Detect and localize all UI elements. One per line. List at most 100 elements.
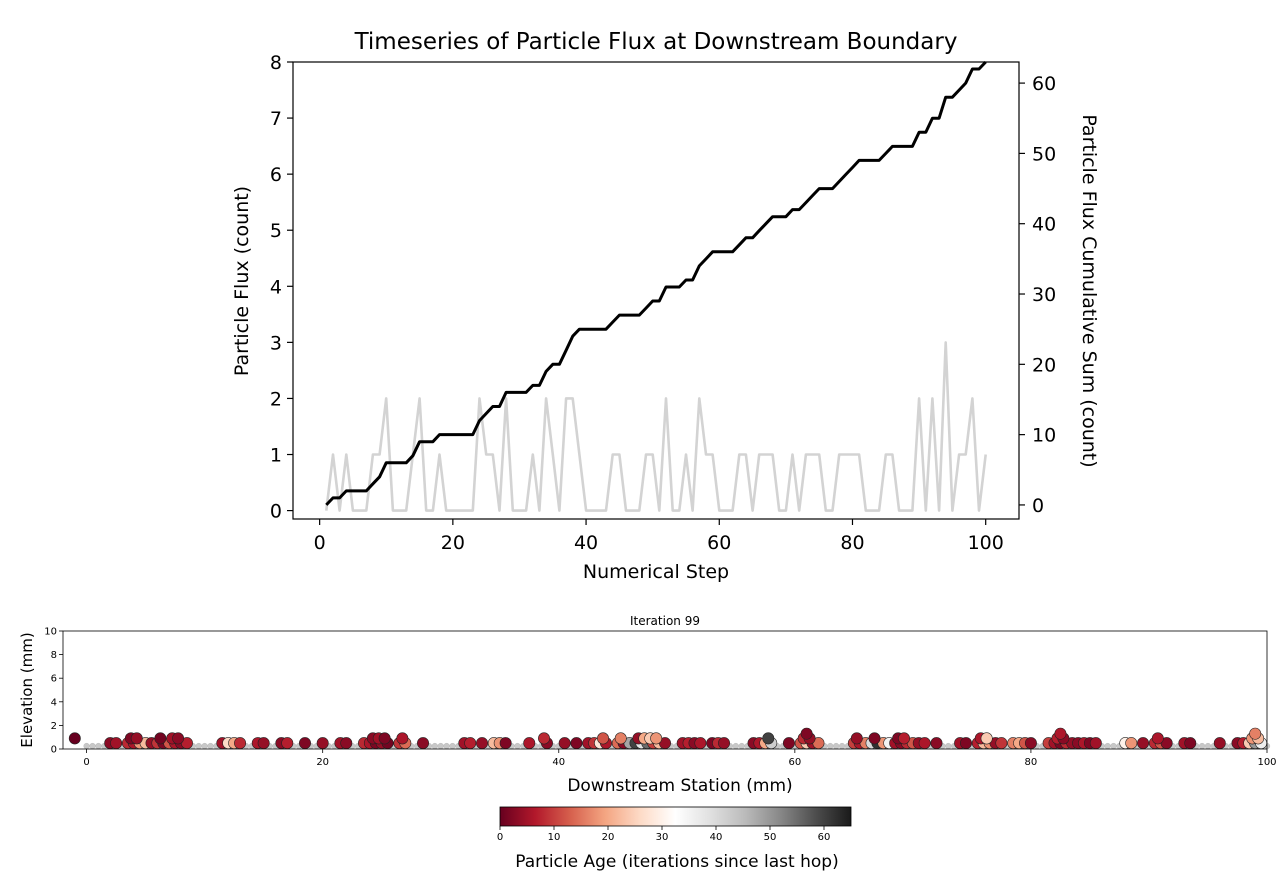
particle — [257, 737, 270, 750]
particle — [898, 732, 910, 745]
particle — [1213, 737, 1226, 750]
bed-x-tick-label: 60 — [788, 757, 801, 768]
bed-grain — [437, 742, 444, 750]
bed-chart: Iteration 99 0 20 40 60 80 100 0 2 4 6 8 10 Downst… — [18, 614, 1277, 796]
flux-series-layer — [325, 341, 987, 512]
bed-y-tick-label: 6 — [51, 674, 57, 685]
particle — [558, 737, 571, 750]
bed-grain — [738, 742, 745, 750]
particle — [499, 737, 512, 750]
bed-grain — [89, 742, 96, 750]
particle — [614, 732, 627, 745]
flux-y-ticks: 0 1 2 3 4 5 6 7 8 — [270, 52, 293, 523]
bed-grain — [514, 742, 521, 750]
bed-x-label: Downstream Station (mm) — [567, 776, 792, 796]
particle — [1054, 727, 1067, 740]
bed-grain — [1198, 742, 1206, 750]
bed-grain — [449, 742, 456, 750]
particle — [1125, 737, 1138, 750]
bed-y-tick-label: 4 — [51, 697, 57, 708]
cumulative-y-tick-label: 10 — [1032, 425, 1056, 447]
particle — [782, 737, 795, 750]
colorbar-tick-label: 30 — [656, 832, 669, 843]
particle — [597, 732, 609, 745]
colorbar-tick-label: 20 — [602, 832, 615, 843]
particle — [930, 737, 943, 750]
flux-x-tick-label: 20 — [441, 532, 465, 554]
particle — [570, 737, 583, 750]
colorbar: 0 10 20 30 40 50 60 Particle Age (iterations s… — [497, 806, 852, 872]
flux-plot-frame — [292, 61, 1020, 520]
particle — [68, 732, 81, 745]
particle — [523, 737, 536, 750]
particle — [1151, 732, 1164, 745]
colorbar-tick-label: 10 — [548, 832, 561, 843]
particle — [995, 737, 1008, 750]
particle — [1089, 737, 1102, 750]
bed-grain — [732, 742, 739, 750]
bed-grain — [207, 742, 214, 750]
bed-x-tick-label: 0 — [83, 757, 89, 768]
cumulative-sum-line — [325, 60, 987, 506]
particle — [1249, 727, 1262, 740]
flux-y-tick-label: 5 — [270, 220, 282, 242]
particle — [110, 737, 123, 750]
flux-x-ticks: 0 20 40 60 80 100 — [314, 519, 1004, 554]
cumulative-y-tick-label: 60 — [1032, 73, 1056, 95]
bed-y-tick-label: 8 — [51, 650, 57, 661]
particle — [340, 737, 353, 750]
bed-y-tick-label: 0 — [51, 745, 57, 756]
flux-y-label: Particle Flux (count) — [231, 186, 253, 376]
particle — [650, 732, 663, 745]
particle — [172, 732, 185, 745]
colorbar-label: Particle Age (iterations since last hop) — [515, 852, 838, 872]
bed-grain — [195, 742, 202, 750]
particle — [1024, 737, 1037, 750]
bed-x-tick-label: 80 — [1025, 757, 1038, 768]
flux-x-tick-label: 0 — [314, 532, 326, 554]
particle — [694, 737, 707, 750]
cumulative-y-tick-label: 50 — [1032, 143, 1056, 165]
bed-grain — [443, 742, 450, 750]
cumulative-y-tick-label: 30 — [1032, 284, 1056, 306]
bed-grain — [1104, 742, 1111, 750]
particle — [762, 732, 775, 745]
flux-chart-title: Timeseries of Particle Flux at Downstrea… — [354, 29, 958, 55]
bed-grain — [838, 742, 846, 750]
bed-plot-frame — [62, 630, 1268, 750]
flux-x-label: Numerical Step — [583, 561, 729, 583]
flux-y-tick-label: 0 — [270, 501, 282, 523]
cumulative-y-ticks: 0 10 20 30 40 50 60 — [1019, 73, 1056, 517]
bed-y-ticks: 0 2 4 6 8 10 — [44, 627, 63, 756]
flux-x-tick-label: 80 — [840, 532, 864, 554]
particle — [464, 737, 477, 750]
particle — [1184, 737, 1197, 750]
bed-grain — [431, 742, 438, 750]
bed-grain — [83, 742, 90, 750]
bed-x-ticks: 0 20 40 60 80 100 — [83, 749, 1277, 768]
particle — [130, 732, 143, 745]
particle — [396, 732, 409, 745]
particle-points — [68, 727, 1268, 750]
bed-chart-title: Iteration 99 — [630, 614, 700, 628]
particle — [868, 732, 881, 745]
flux-y-tick-label: 2 — [270, 388, 282, 410]
particle — [980, 732, 993, 745]
bed-y-tick-label: 10 — [44, 627, 57, 638]
bed-y-label: Elevation (mm) — [18, 632, 36, 747]
particle — [316, 737, 329, 750]
bed-y-tick-label: 2 — [51, 721, 57, 732]
colorbar-tick-label: 0 — [497, 832, 503, 843]
flux-y-tick-label: 4 — [270, 276, 282, 298]
cumulative-series-layer — [325, 60, 987, 506]
particle — [378, 732, 391, 745]
flux-x-tick-label: 60 — [707, 532, 731, 554]
particle — [800, 727, 813, 740]
bed-grain — [827, 742, 834, 750]
particle — [960, 737, 972, 750]
colorbar-tick-label: 40 — [710, 832, 723, 843]
colorbar-tick-label: 50 — [764, 832, 777, 843]
flux-y-tick-label: 8 — [270, 52, 282, 74]
flux-y-tick-label: 7 — [270, 108, 282, 130]
